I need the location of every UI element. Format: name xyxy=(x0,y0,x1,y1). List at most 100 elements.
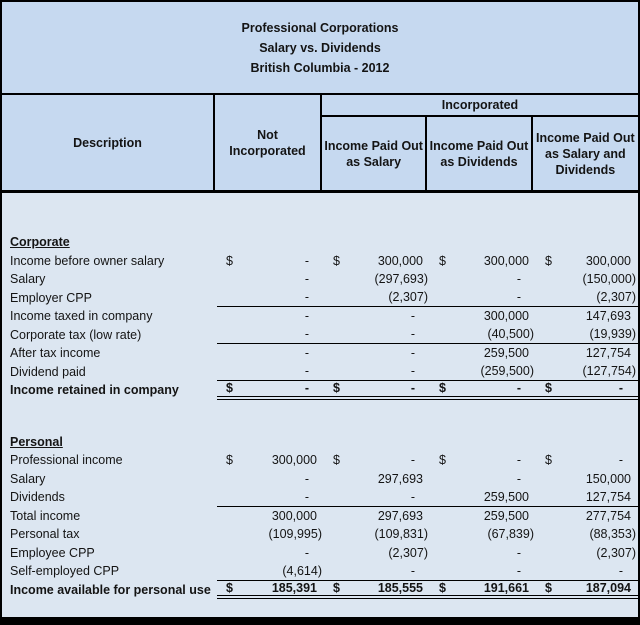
cell-value: 127,754 xyxy=(585,346,631,361)
value-cell: (2,307) xyxy=(536,289,638,307)
value-cell: $ - xyxy=(217,252,324,271)
value-cell: - xyxy=(324,488,430,507)
cell-value: (2,307) xyxy=(388,545,428,560)
table-row: Dividend paid - - (259,500) (127,754) xyxy=(2,363,638,381)
dollar-sign: $ xyxy=(545,453,552,468)
table-row: Employee CPP - (2,307) - (2,307) xyxy=(2,544,638,563)
value-cell: - xyxy=(324,326,430,344)
row-label: Total income xyxy=(10,508,81,523)
cell-value: (19,939) xyxy=(589,327,636,342)
value-cell: (297,693) xyxy=(324,270,430,289)
table-row: Income retained in company $ - $ - $ - $ - xyxy=(2,381,638,400)
cell-value: 127,754 xyxy=(585,489,631,504)
cell-value: - xyxy=(618,453,623,468)
value-cell: (259,500) xyxy=(430,363,536,381)
table-row: Salary - (297,693) - (150,000) xyxy=(2,270,638,289)
row-label: Professional income xyxy=(10,453,123,468)
cell-value: - xyxy=(516,471,521,486)
value-cell: - xyxy=(536,562,638,581)
col-header-paid-as-salary: Income Paid Out as Salary xyxy=(322,117,428,190)
cell-value: - xyxy=(304,381,309,396)
cell-value: - xyxy=(304,290,309,305)
cell-value: 259,500 xyxy=(483,508,529,523)
col-header-description: Description xyxy=(2,95,215,190)
cell-value: - xyxy=(410,563,415,578)
value-cell: 127,754 xyxy=(536,488,638,507)
row-label: Dividend paid xyxy=(10,364,86,379)
table-row: Income available for personal use $185,39… xyxy=(2,580,638,599)
section-header-row: Personal xyxy=(2,433,638,452)
cell-value: - xyxy=(304,272,309,287)
table-header: Description Not Incorporated Incorporate… xyxy=(2,95,638,193)
table-row: Professional income $300,000 $ - $ - $ - xyxy=(2,451,638,470)
dollar-sign: $ xyxy=(333,453,340,468)
cell-value: 277,754 xyxy=(585,508,631,523)
cell-value: - xyxy=(410,364,415,379)
cell-value: - xyxy=(304,309,309,324)
dollar-sign: $ xyxy=(333,253,340,268)
cell-value: (150,000) xyxy=(582,272,636,287)
value-cell: $ - xyxy=(536,381,638,400)
dollar-sign: $ xyxy=(439,580,446,595)
cell-value: 297,693 xyxy=(377,471,423,486)
cell-value: 300,000 xyxy=(483,253,529,268)
value-cell: - xyxy=(430,544,536,563)
cell-value: - xyxy=(304,327,309,342)
cell-value: (2,307) xyxy=(388,290,428,305)
row-label: Employee CPP xyxy=(10,545,95,560)
cell-value: 300,000 xyxy=(271,453,317,468)
value-cell: - xyxy=(217,544,324,563)
value-cell: 297,693 xyxy=(324,507,430,526)
table-row: Income taxed in company - - 300,000 147,693 xyxy=(2,307,638,326)
col-header-paid-as-salary-and-dividends: Income Paid Out as Salary and Dividends xyxy=(536,130,635,177)
row-label: Income before owner salary xyxy=(10,253,165,268)
value-cell: (19,939) xyxy=(536,326,638,344)
worksheet: Professional Corporations Salary vs. Div… xyxy=(2,2,638,617)
value-cell: - xyxy=(217,470,324,489)
value-cell: (109,995) xyxy=(217,525,324,544)
dollar-sign: $ xyxy=(226,381,233,396)
cell-value: (109,831) xyxy=(374,527,428,542)
value-cell: $ - xyxy=(536,451,638,470)
value-cell: $300,000 xyxy=(430,252,536,271)
row-label: Self-employed CPP xyxy=(10,564,120,579)
value-cell: 147,693 xyxy=(536,307,638,326)
cell-value: 150,000 xyxy=(585,471,631,486)
value-cell: (150,000) xyxy=(536,270,638,289)
value-cell: - xyxy=(217,307,324,326)
value-cell: $ - xyxy=(430,451,536,470)
dollar-sign: $ xyxy=(545,580,552,595)
dollar-sign: $ xyxy=(226,580,233,595)
value-cell: - xyxy=(324,344,430,363)
value-cell: - xyxy=(430,270,536,289)
value-cell: $300,000 xyxy=(536,252,638,271)
row-label: Income taxed in company xyxy=(10,309,153,324)
table-row: Dividends - - 259,500 127,754 xyxy=(2,488,638,507)
value-cell: $185,555 xyxy=(324,580,430,599)
dollar-sign: $ xyxy=(226,253,233,268)
cell-value: 297,693 xyxy=(377,508,423,523)
value-cell: - xyxy=(217,363,324,381)
cell-value: - xyxy=(516,381,521,396)
dollar-sign: $ xyxy=(545,253,552,268)
value-cell: - xyxy=(430,289,536,307)
value-cell: $191,661 xyxy=(430,580,536,599)
value-cell: $ - xyxy=(324,381,430,400)
cell-value: (297,693) xyxy=(374,272,428,287)
cell-value: 300,000 xyxy=(271,508,317,523)
value-cell: - xyxy=(430,562,536,581)
cell-value: - xyxy=(410,453,415,468)
value-cell: $300,000 xyxy=(324,252,430,271)
cell-value: (40,500) xyxy=(487,327,534,342)
cell-value: - xyxy=(304,364,309,379)
value-cell: - xyxy=(217,270,324,289)
dollar-sign: $ xyxy=(439,453,446,468)
cell-value: 187,094 xyxy=(585,580,631,595)
cell-value: - xyxy=(516,545,521,560)
row-label: Income available for personal use xyxy=(10,582,211,597)
value-cell: 300,000 xyxy=(217,507,324,526)
cell-value: 185,555 xyxy=(377,580,423,595)
dollar-sign: $ xyxy=(226,453,233,468)
table-row: Corporate tax (low rate) - - (40,500) (19,93… xyxy=(2,326,638,344)
cell-value: (259,500) xyxy=(480,364,534,379)
